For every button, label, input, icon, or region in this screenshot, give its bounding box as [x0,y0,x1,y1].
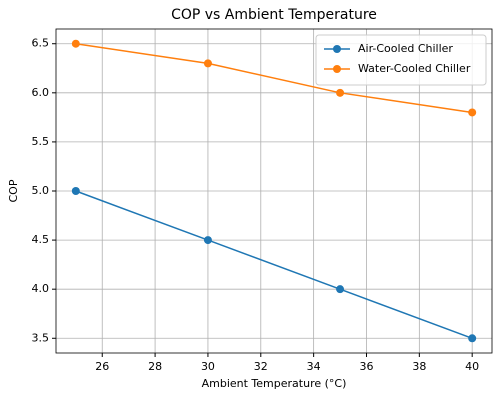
y-axis-label: COP [7,179,20,202]
y-tick-label: 5.5 [32,135,50,148]
marker [468,108,477,117]
y-tick-label: 4.5 [32,233,50,246]
x-tick-label: 40 [465,360,479,373]
marker [468,334,477,343]
marker [71,187,80,195]
x-axis-label: Ambient Temperature (°C) [202,377,347,390]
y-tick-label: 3.5 [32,331,50,344]
x-tick-label: 32 [254,360,268,373]
chart-title: COP vs Ambient Temperature [171,7,377,23]
x-tick-label: 38 [412,360,426,373]
y-tick-label: 6.0 [32,86,50,99]
x-tick-label: 30 [201,360,215,373]
marker [71,39,80,48]
x-tick-label: 36 [359,360,373,373]
x-tick-label: 26 [95,360,109,373]
y-tick-label: 5.0 [32,184,50,197]
series-line [75,190,473,339]
marker [203,236,212,245]
legend-marker [333,45,341,53]
x-tick-label: 34 [307,360,321,373]
legend-label: Water-Cooled Chiller [358,62,471,75]
legend-marker [333,65,341,73]
legend-box [315,34,487,86]
y-tick-label: 6.5 [32,37,50,50]
marker [336,285,345,294]
marker [336,88,345,97]
series-line [75,42,473,114]
x-tick-label: 28 [148,360,162,373]
marker [203,59,212,68]
legend-label: Air-Cooled Chiller [358,42,453,55]
plot-frame [55,28,493,354]
y-tick-label: 4.0 [32,282,50,295]
